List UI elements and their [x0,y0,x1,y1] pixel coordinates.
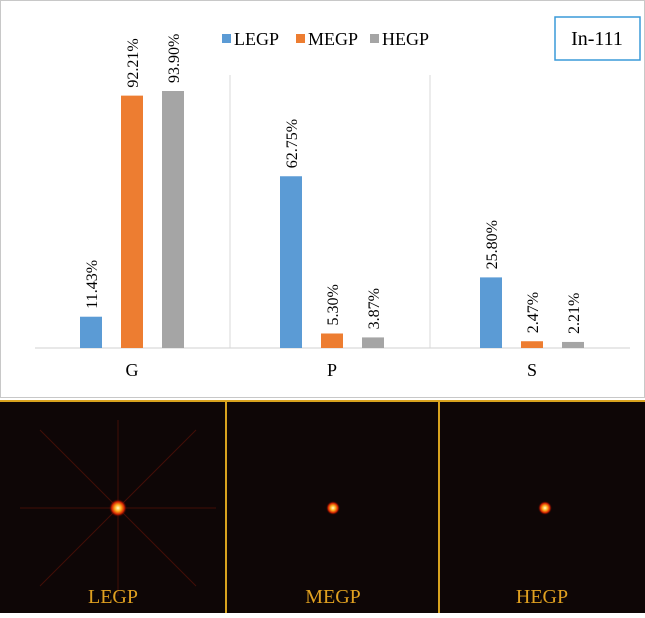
value-label: 3.87% [366,288,383,329]
legend-label: LEGP [234,29,279,49]
value-label: 2.21% [566,293,583,334]
bar [162,91,184,348]
bar [362,337,384,348]
value-label: 62.75% [284,119,301,168]
bar [562,342,584,348]
legend-swatch [296,34,305,43]
annotation: In-111 [571,28,623,50]
hot-spot [109,499,127,517]
legend-label: HEGP [382,29,429,49]
panel-label: LEGP [88,586,138,608]
value-label: 5.30% [325,284,342,325]
x-tick-label: S [527,360,537,380]
value-label: 2.47% [525,292,542,333]
legend-swatch [222,34,231,43]
bar [80,317,102,348]
figure: In-111 LEGP MEGP HEGP G 11.43% 92.21% 93.90% P 6… [0,0,645,613]
page: In-111 LEGP MEGP HEGP G 11.43% 92.21% 93.90% P 6… [0,0,645,618]
legend-label: MEGP [308,29,358,49]
legend-swatch [370,34,379,43]
bar [121,96,143,348]
panel-label: MEGP [305,586,361,608]
x-tick-label: G [126,360,139,380]
bar [321,333,343,348]
value-label: 11.43% [84,260,101,309]
hot-spot [326,501,340,515]
value-label: 93.90% [166,34,183,83]
panel-label: HEGP [516,586,568,608]
value-label: 92.21% [125,38,142,87]
value-label: 25.80% [484,220,501,269]
bar [480,277,502,348]
bar [521,341,543,348]
x-tick-label: P [327,360,337,380]
bar [280,176,302,348]
hot-spot [538,501,552,515]
